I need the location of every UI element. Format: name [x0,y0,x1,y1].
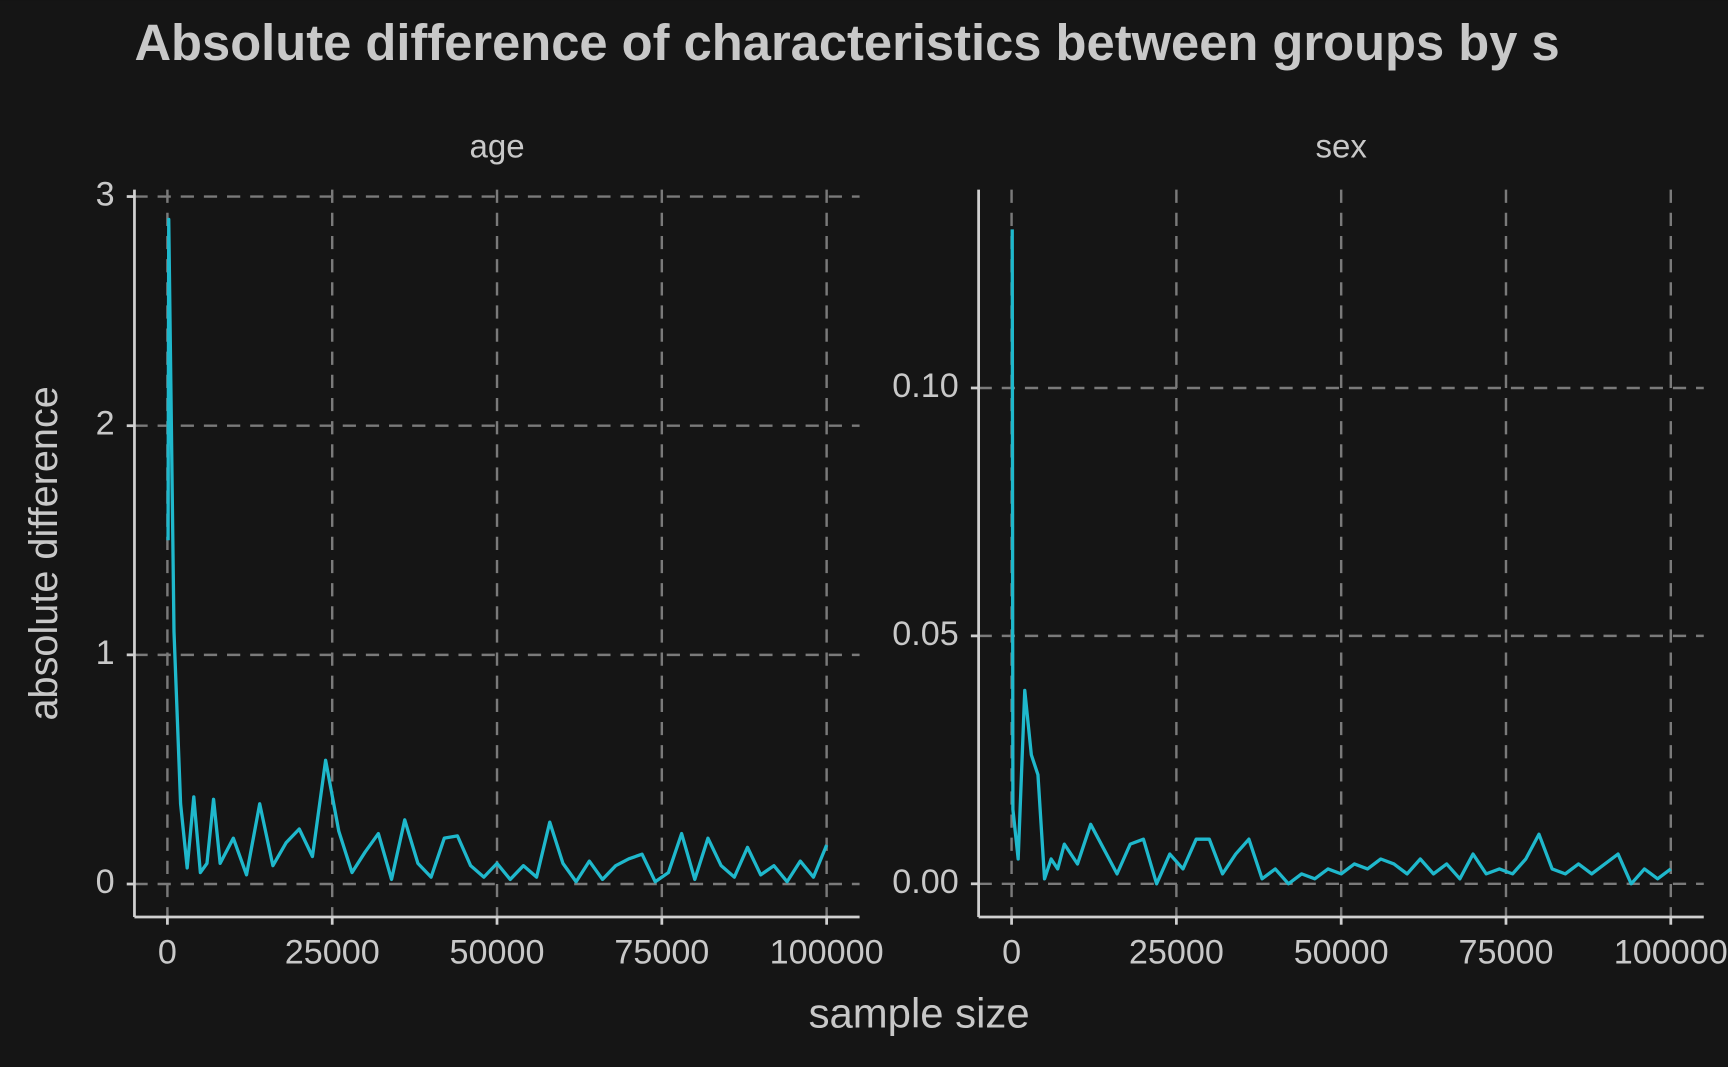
y-tick-label: 3 [96,176,115,214]
y-axis-label: absolute difference [22,386,66,720]
y-tick-label: 1 [96,634,115,672]
x-tick-label: 100000 [770,934,884,972]
x-tick-label: 25000 [1129,934,1224,972]
y-tick-label: 0 [96,863,115,901]
x-tick-label: 75000 [1458,934,1553,972]
y-tick-label: 0.00 [892,863,958,901]
x-tick-label: 50000 [1294,934,1389,972]
y-tick-label: 0.05 [892,615,958,653]
chart-title: Absolute difference of characteristics b… [134,14,1559,71]
x-tick-label: 0 [1002,934,1021,972]
x-tick-label: 25000 [285,934,380,972]
x-axis-label: sample size [809,989,1030,1036]
x-tick-label: 0 [158,934,177,972]
y-tick-label: 2 [96,405,115,443]
facet-label: age [469,129,524,166]
x-tick-label: 75000 [614,934,709,972]
data-line [166,217,829,884]
facet-label: sex [1315,129,1367,166]
data-line [1010,229,1672,886]
y-tick-label: 0.10 [892,367,958,405]
x-tick-label: 100000 [1614,934,1728,972]
x-tick-label: 50000 [450,934,545,972]
